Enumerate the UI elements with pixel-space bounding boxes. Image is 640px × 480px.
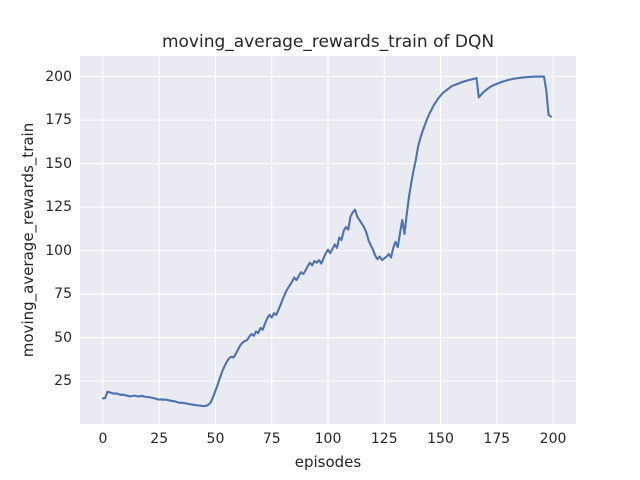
y-tick-label: 125: [45, 199, 72, 216]
x-tick-label: 50: [206, 431, 225, 447]
y-tick-label: 100: [45, 242, 72, 259]
data-line: [101, 75, 552, 408]
x-tick-label: 200: [539, 431, 567, 447]
y-tick-label: 200: [45, 68, 72, 85]
x-tick-label: 0: [98, 431, 108, 447]
y-tick-label: 175: [45, 112, 72, 129]
y-tick-label: 25: [54, 373, 72, 390]
x-tick-label: 175: [483, 431, 511, 447]
x-axis-label: episodes: [294, 453, 362, 471]
x-tick-label: 25: [150, 431, 169, 447]
x-tick-label: 125: [370, 431, 398, 447]
y-tick-label: 50: [54, 329, 72, 346]
y-tick-label: 150: [45, 155, 72, 172]
y-tick-label: 75: [54, 286, 72, 303]
plot-area: [80, 56, 576, 424]
x-tick-label: 100: [314, 431, 342, 447]
line-chart-svg: [80, 56, 576, 424]
x-tick-label: 75: [262, 431, 281, 447]
y-axis-label: moving_average_rewards_train: [19, 122, 37, 358]
x-tick-label: 150: [427, 431, 454, 447]
chart-title: moving_average_rewards_train of DQN: [161, 32, 495, 52]
